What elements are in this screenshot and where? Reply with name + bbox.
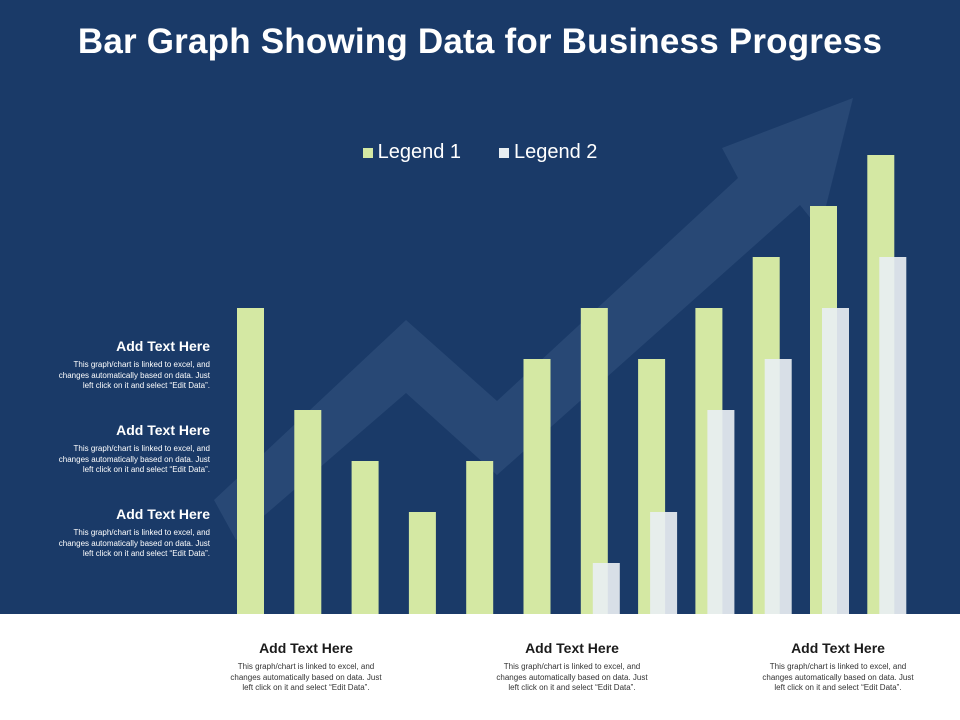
- side-body-line: left click on it and select “Edit Data”.: [82, 465, 210, 474]
- legend-item-2: Legend 2: [499, 141, 597, 164]
- side-body-line: left click on it and select “Edit Data”.: [82, 381, 210, 390]
- bar-series-2-category-8: [650, 512, 678, 614]
- bar-series-2-category-10: [764, 359, 792, 614]
- side-text-block-1: Add Text Here This graph/chart is linked…: [28, 338, 210, 392]
- side-text-block-2: Add Text Here This graph/chart is linked…: [28, 422, 210, 476]
- bar-series-1-category-3: [351, 461, 379, 614]
- bottom-body-line: changes automatically based on data. Jus…: [230, 672, 382, 682]
- bottom-body-line: left click on it and select “Edit Data”.: [774, 683, 902, 692]
- bottom-text-block-2: Add Text Here This graph/chart is linked…: [467, 640, 677, 694]
- side-body: This graph/chart is linked to excel, and…: [28, 528, 210, 560]
- bar-chart: [214, 98, 907, 614]
- bottom-body-line: left click on it and select “Edit Data”.: [508, 683, 636, 692]
- side-body-line: This graph/chart is linked to excel, and: [73, 360, 210, 369]
- side-text-block-3: Add Text Here This graph/chart is linked…: [28, 506, 210, 560]
- side-body-line: This graph/chart is linked to excel, and: [73, 528, 210, 537]
- legend-item-1: Legend 1: [362, 141, 461, 164]
- bottom-heading: Add Text Here: [259, 640, 353, 656]
- bottom-heading: Add Text Here: [525, 640, 619, 656]
- bottom-body-line: This graph/chart is linked to excel, and: [237, 662, 375, 671]
- trend-up-arrow-icon: [214, 98, 853, 540]
- page-title: Bar Graph Showing Data for Business Prog…: [77, 22, 883, 61]
- bar-series-2-category-9: [707, 410, 735, 614]
- side-body-line: changes automatically based on data. Jus…: [58, 454, 210, 464]
- bar-series-1-category-5: [466, 461, 494, 614]
- bar-series-1-category-6: [523, 359, 551, 614]
- side-body: This graph/chart is linked to excel, and…: [28, 444, 210, 476]
- legend-label-1: Legend 1: [377, 141, 461, 163]
- bar-series-2-category-7: [592, 563, 620, 614]
- bottom-text-block-1: Add Text Here This graph/chart is linked…: [201, 640, 411, 694]
- side-heading: Add Text Here: [116, 506, 210, 522]
- side-body-line: changes automatically based on data. Jus…: [58, 370, 210, 380]
- bar-series-1-category-4: [408, 512, 436, 614]
- bar-series-2-category-11: [822, 308, 849, 614]
- side-heading: Add Text Here: [116, 338, 210, 354]
- bottom-body-line: changes automatically based on data. Jus…: [496, 672, 648, 682]
- bottom-body: This graph/chart is linked to excel, and…: [467, 662, 677, 694]
- bar-series-1-category-1: [237, 308, 264, 614]
- legend-label-2: Legend 2: [514, 141, 598, 163]
- bars-group: [237, 155, 907, 614]
- side-body-line: changes automatically based on data. Jus…: [58, 538, 210, 548]
- bottom-body-line: This graph/chart is linked to excel, and: [769, 662, 907, 671]
- bottom-body: This graph/chart is linked to excel, and…: [201, 662, 411, 694]
- side-body: This graph/chart is linked to excel, and…: [28, 360, 210, 392]
- bar-series-1-category-2: [294, 410, 322, 614]
- bottom-body: This graph/chart is linked to excel, and…: [733, 662, 943, 694]
- legend: Legend 1 Legend 2: [0, 141, 960, 164]
- bar-series-2-category-12: [879, 257, 907, 614]
- legend-swatch-1: [362, 147, 373, 158]
- chart-panel: Bar Graph Showing Data for Business Prog…: [0, 0, 960, 614]
- bottom-body-line: left click on it and select “Edit Data”.: [242, 683, 370, 692]
- bottom-text-block-3: Add Text Here This graph/chart is linked…: [733, 640, 943, 694]
- bottom-body-line: changes automatically based on data. Jus…: [762, 672, 914, 682]
- legend-swatch-2: [499, 147, 509, 158]
- side-heading: Add Text Here: [116, 422, 210, 438]
- bottom-heading: Add Text Here: [791, 640, 885, 656]
- side-body-line: This graph/chart is linked to excel, and: [73, 444, 210, 453]
- side-body-line: left click on it and select “Edit Data”.: [82, 549, 210, 558]
- bottom-body-line: This graph/chart is linked to excel, and: [503, 662, 641, 671]
